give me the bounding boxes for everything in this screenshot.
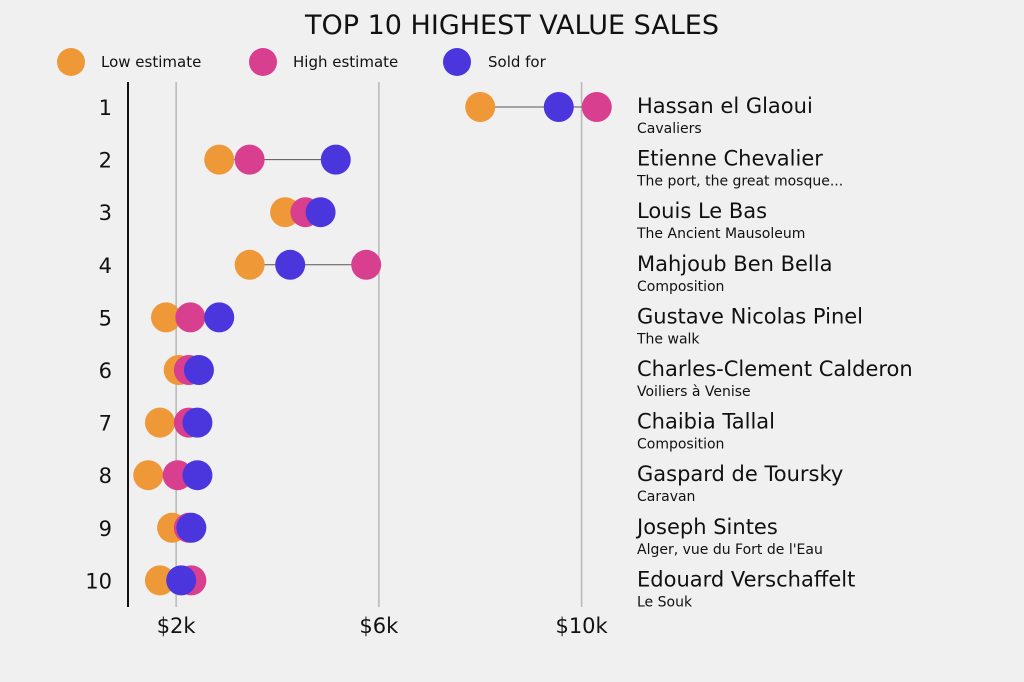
high-estimate-dot	[234, 144, 265, 175]
artwork-title: Voiliers à Venise	[637, 384, 751, 400]
chart-rows: 1 Hassan el Glaoui Cavaliers 2 Etienne Cheva…	[85, 92, 913, 610]
x-tick-label: $10k	[555, 614, 608, 638]
low-estimate-dot	[133, 460, 164, 491]
rank-label: 1	[99, 96, 112, 120]
artist-name: Chaibia Tallal	[637, 410, 775, 434]
artist-name: Hassan el Glaoui	[637, 94, 813, 118]
low-estimate-dot	[234, 249, 265, 280]
legend-label-low: Low estimate	[101, 53, 201, 71]
high-estimate-dot	[581, 92, 612, 122]
low-estimate-dot	[144, 407, 175, 438]
artist-name: Gaspard de Toursky	[637, 462, 843, 486]
rank-label: 3	[99, 201, 112, 225]
chart-row: 1 Hassan el Glaoui Cavaliers	[99, 92, 813, 137]
rank-label: 10	[85, 569, 112, 593]
artwork-title: The port, the great mosque...	[636, 174, 843, 190]
artwork-title: Composition	[637, 279, 724, 295]
high-estimate-dot	[351, 249, 382, 280]
rank-label: 2	[99, 149, 112, 173]
artwork-title: Composition	[637, 437, 724, 453]
legend-swatch-sold	[443, 48, 471, 76]
artwork-title: The walk	[636, 331, 700, 347]
artwork-title: Caravan	[637, 489, 695, 505]
low-estimate-dot	[144, 565, 175, 596]
rank-label: 7	[99, 412, 112, 436]
chart-row: 5 Gustave Nicolas Pinel The walk	[99, 302, 863, 347]
chart-row: 9 Joseph Sintes Alger, vue du Fort de l'Ea…	[99, 512, 823, 558]
sold-for-dot	[176, 512, 207, 543]
low-estimate-dot	[151, 302, 182, 333]
rank-label: 9	[99, 517, 112, 541]
low-estimate-dot	[465, 92, 496, 122]
legend-label-high: High estimate	[293, 53, 398, 71]
artist-name: Mahjoub Ben Bella	[637, 252, 832, 276]
rank-label: 6	[99, 359, 112, 383]
artist-name: Gustave Nicolas Pinel	[637, 304, 863, 328]
sold-for-dot	[166, 565, 197, 596]
low-estimate-dot	[204, 144, 235, 175]
artist-name: Joseph Sintes	[635, 515, 778, 539]
chart-row: 6 Charles-Clement Calderon Voiliers à Veni…	[99, 355, 913, 400]
artist-name: Edouard Verschaffelt	[637, 567, 855, 591]
chart-title: TOP 10 HIGHEST VALUE SALES	[304, 10, 719, 41]
chart-row: 3 Louis Le Bas The Ancient Mausoleum	[99, 197, 805, 242]
chart-row: 4 Mahjoub Ben Bella Composition	[99, 249, 832, 295]
rank-label: 4	[99, 254, 112, 278]
artwork-title: Alger, vue du Fort de l'Eau	[637, 542, 823, 558]
artist-name: Etienne Chevalier	[637, 147, 823, 171]
x-axis-ticks: $2k $6k $10k	[157, 614, 609, 638]
sold-for-dot	[320, 144, 351, 175]
artwork-title: The Ancient Mausoleum	[636, 226, 805, 242]
artist-name: Charles-Clement Calderon	[637, 357, 913, 381]
sold-for-dot	[183, 355, 214, 385]
sold-for-dot	[182, 460, 213, 491]
sold-for-dot	[204, 302, 235, 333]
legend-swatch-high	[249, 48, 277, 76]
sold-for-dot	[305, 197, 336, 228]
legend-label-sold: Sold for	[488, 53, 547, 71]
chart-row: 10 Edouard Verschaffelt Le Souk	[85, 565, 855, 610]
legend: Low estimate High estimate Sold for	[57, 48, 547, 76]
rank-label: 8	[99, 464, 112, 488]
sold-for-dot	[182, 407, 213, 438]
artwork-title: Cavaliers	[637, 121, 702, 137]
chart-row: 7 Chaibia Tallal Composition	[99, 407, 775, 453]
x-tick-label: $6k	[359, 614, 399, 638]
x-tick-label: $2k	[157, 614, 197, 638]
legend-swatch-low	[57, 48, 85, 76]
artist-name: Louis Le Bas	[637, 199, 767, 223]
artwork-title: Le Souk	[637, 594, 693, 610]
high-estimate-dot	[175, 302, 206, 333]
rank-label: 5	[99, 306, 112, 330]
sold-for-dot	[543, 92, 574, 122]
chart-row: 8 Gaspard de Toursky Caravan	[99, 460, 843, 505]
sold-for-dot	[275, 249, 306, 280]
chart-row: 2 Etienne Chevalier The port, the great mo…	[99, 144, 843, 190]
